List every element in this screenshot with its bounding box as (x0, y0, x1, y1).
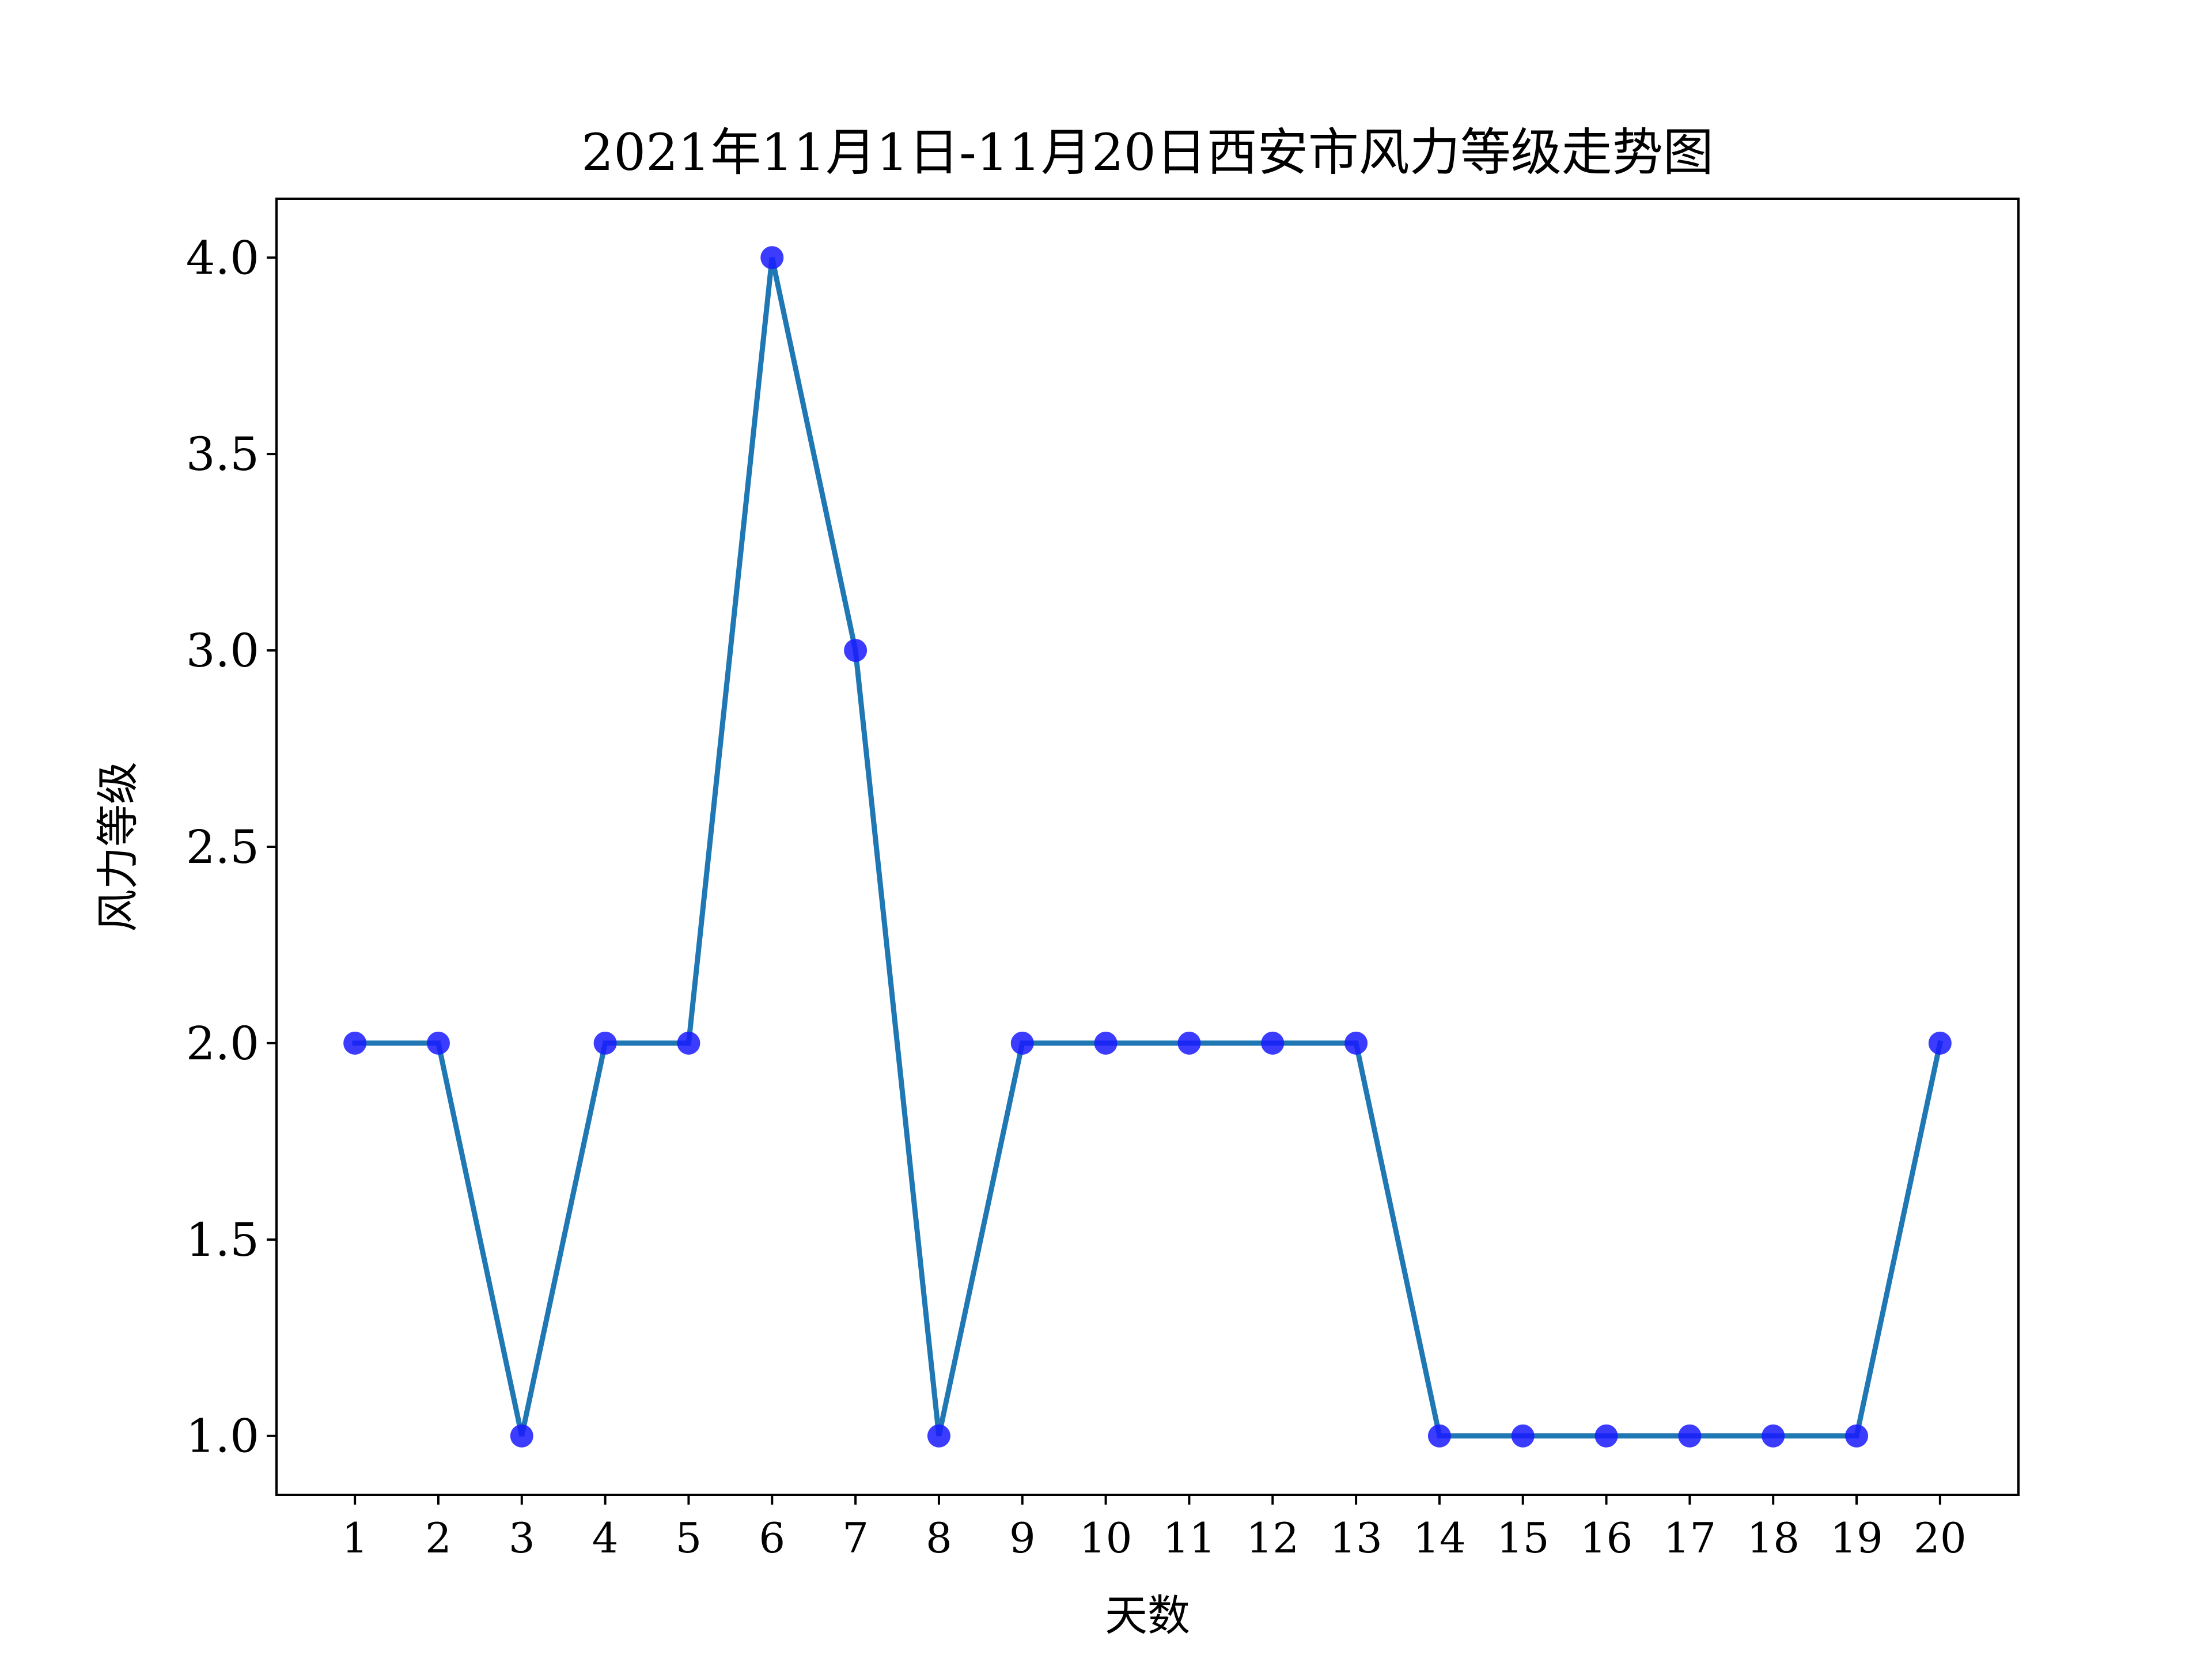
data-point (1010, 1031, 1034, 1055)
x-tick-label: 3 (509, 1514, 535, 1562)
y-tick-label: 1.0 (186, 1410, 259, 1463)
data-point (844, 639, 868, 662)
x-axis: 1 2 3 4 5 6 7 8 9 10 11 12 13 14 15 16 17 18 19 20 (342, 1495, 1967, 1562)
y-axis: 1.0 1.5 2.0 2.5 3.0 3.5 4.0 (186, 231, 276, 1463)
data-point (510, 1424, 533, 1448)
data-point (426, 1031, 450, 1055)
y-tick-label: 3.0 (186, 624, 259, 677)
y-tick-label: 3.5 (186, 427, 259, 481)
x-tick-label: 6 (759, 1514, 785, 1562)
x-tick-label: 1 (342, 1514, 368, 1562)
y-tick-label: 4.0 (186, 231, 259, 285)
data-point (1678, 1424, 1702, 1448)
x-axis-label: 天数 (1105, 1591, 1190, 1641)
y-tick-label: 1.5 (186, 1213, 259, 1267)
data-point (1344, 1031, 1368, 1055)
x-tick-label: 15 (1497, 1514, 1550, 1562)
x-tick-label: 14 (1413, 1514, 1466, 1562)
x-tick-label: 13 (1330, 1514, 1382, 1562)
data-point (1177, 1031, 1201, 1055)
x-tick-label: 9 (1009, 1514, 1036, 1562)
series-layer (343, 246, 1952, 1448)
data-point (593, 1031, 617, 1055)
x-tick-label: 12 (1246, 1514, 1299, 1562)
plot-area-frame (275, 198, 2020, 1496)
x-tick-label: 7 (842, 1514, 869, 1562)
y-tick-label: 2.0 (186, 1017, 259, 1070)
data-point (1845, 1424, 1869, 1448)
data-point (1094, 1031, 1118, 1055)
series-line (352, 257, 1944, 1439)
y-axis-label: 风力等级 (93, 762, 143, 932)
data-point (1261, 1031, 1285, 1055)
y-tick-label: 2.5 (186, 820, 259, 874)
chart-title: 2021年11月1日-11月20日西安市风力等级走势图 (581, 123, 1714, 182)
data-point (927, 1424, 950, 1448)
x-tick-label: 11 (1163, 1514, 1216, 1562)
x-tick-label: 19 (1830, 1514, 1883, 1562)
x-tick-label: 17 (1664, 1514, 1717, 1562)
data-point (1594, 1424, 1618, 1448)
data-point (677, 1031, 700, 1055)
x-tick-label: 5 (676, 1514, 702, 1562)
x-tick-label: 4 (592, 1514, 619, 1562)
data-point (1928, 1031, 1952, 1055)
x-tick-label: 18 (1747, 1514, 1800, 1562)
x-tick-label: 20 (1914, 1514, 1967, 1562)
data-point (760, 246, 784, 270)
x-tick-label: 16 (1580, 1514, 1633, 1562)
data-point (1511, 1424, 1535, 1448)
data-point (1427, 1424, 1451, 1448)
x-tick-label: 10 (1080, 1514, 1132, 1562)
data-point (343, 1031, 367, 1055)
x-tick-label: 8 (926, 1514, 952, 1562)
x-tick-label: 2 (425, 1514, 452, 1562)
data-point (1762, 1424, 1785, 1448)
